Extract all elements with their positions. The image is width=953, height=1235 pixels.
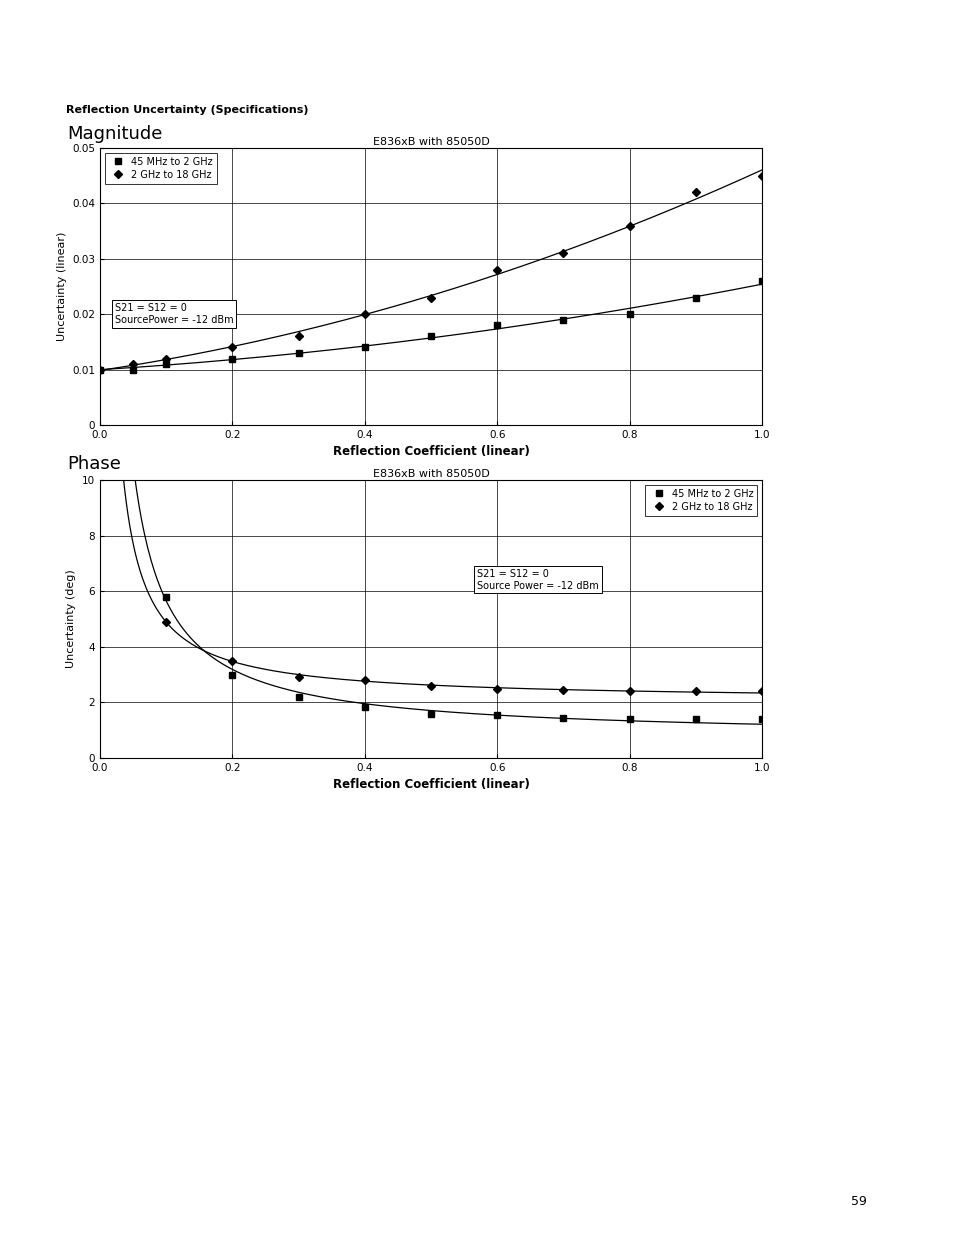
X-axis label: Reflection Coefficient (linear): Reflection Coefficient (linear) — [333, 778, 529, 792]
Text: Magnitude: Magnitude — [67, 125, 162, 143]
Legend: 45 MHz to 2 GHz, 2 GHz to 18 GHz: 45 MHz to 2 GHz, 2 GHz to 18 GHz — [105, 153, 216, 184]
Text: S21 = S12 = 0
Source Power = -12 dBm: S21 = S12 = 0 Source Power = -12 dBm — [476, 569, 598, 590]
Legend: 45 MHz to 2 GHz, 2 GHz to 18 GHz: 45 MHz to 2 GHz, 2 GHz to 18 GHz — [644, 485, 757, 515]
Text: 59: 59 — [850, 1194, 865, 1208]
Text: Reflection Uncertainty (Specifications): Reflection Uncertainty (Specifications) — [67, 105, 309, 115]
Title: E836xB with 85050D: E836xB with 85050D — [373, 469, 489, 479]
Y-axis label: Uncertainty (deg): Uncertainty (deg) — [67, 569, 76, 668]
Title: E836xB with 85050D: E836xB with 85050D — [373, 137, 489, 147]
Text: S21 = S12 = 0
SourcePower = -12 dBm: S21 = S12 = 0 SourcePower = -12 dBm — [114, 303, 233, 325]
Text: Phase: Phase — [67, 454, 120, 473]
Y-axis label: Uncertainty (linear): Uncertainty (linear) — [56, 232, 67, 341]
X-axis label: Reflection Coefficient (linear): Reflection Coefficient (linear) — [333, 446, 529, 458]
